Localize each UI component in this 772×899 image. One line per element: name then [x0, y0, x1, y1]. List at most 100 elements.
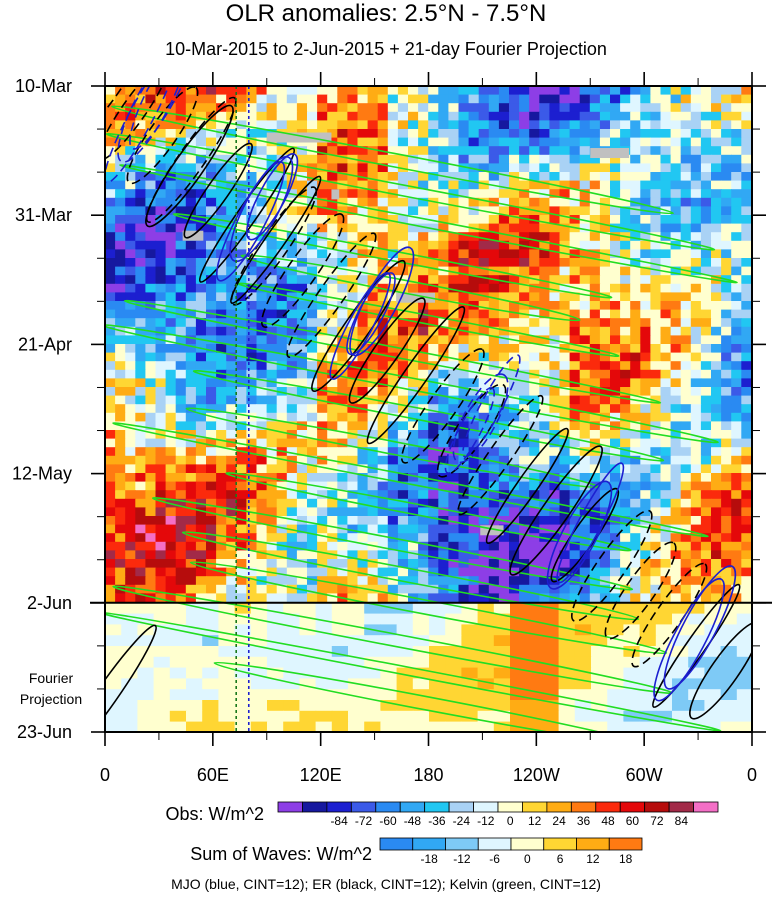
obs-cell [458, 473, 470, 483]
obs-cell [670, 507, 682, 517]
obs-cell [327, 559, 338, 569]
obs-cell [721, 567, 732, 577]
obs-cell [337, 352, 348, 362]
obs-cell [488, 378, 500, 388]
obs-cell [216, 533, 227, 543]
obs-cell [367, 421, 379, 431]
obs-cell [286, 240, 298, 250]
forecast-cell [234, 667, 252, 679]
obs-cell [105, 473, 116, 483]
obs-cell [438, 387, 449, 397]
er-contour [571, 509, 653, 622]
forecast-cell [169, 710, 187, 723]
obs-cell [650, 249, 662, 259]
obs-cell [731, 361, 742, 371]
forecast-cell [477, 721, 495, 732]
obs-cell [670, 412, 682, 422]
forecast-cell [623, 635, 641, 647]
obs-cell [155, 576, 167, 586]
obs-cell [307, 516, 318, 526]
obs-cell [620, 421, 631, 431]
obs-cell [397, 103, 409, 113]
obs-cell [478, 378, 490, 388]
obs-cell [549, 318, 561, 328]
obs-cell [185, 309, 197, 319]
obs-cell [387, 215, 399, 225]
obs-cell [630, 455, 641, 465]
obs-cell [519, 550, 530, 560]
forecast-cell [672, 700, 689, 712]
obs-cell [519, 137, 530, 147]
obs-cell [529, 584, 540, 594]
obs-cell [347, 258, 359, 268]
obs-cell [367, 163, 379, 173]
obs-cell [519, 232, 530, 242]
obs-cell [751, 344, 752, 354]
obs-cell [195, 189, 207, 199]
obs-cell [226, 481, 237, 491]
obs-cell [246, 326, 258, 336]
forecast-cell [672, 613, 689, 625]
forecast-cell [412, 678, 430, 690]
obs-cell [357, 180, 369, 190]
obs-cell [478, 154, 490, 164]
obs-cell [377, 498, 389, 508]
obs-cell [296, 120, 308, 130]
obs-cell [589, 395, 601, 405]
obs-cell [448, 129, 460, 139]
obs-cell [307, 215, 318, 225]
obs-cell [226, 593, 237, 603]
obs-cell [448, 86, 460, 96]
obs-cell [690, 550, 702, 560]
obs-cell [236, 326, 247, 336]
obs-cell [387, 232, 399, 242]
obs-cell [539, 172, 550, 182]
obs-cell [478, 430, 490, 440]
obs-cell [640, 344, 651, 354]
obs-cell [680, 258, 692, 268]
obs-cell [478, 464, 490, 474]
obs-cell [337, 387, 348, 397]
obs-cell [700, 473, 712, 483]
forecast-cell [396, 667, 414, 679]
obs-cell [397, 387, 409, 397]
obs-cell [125, 490, 136, 500]
obs-cell [529, 395, 540, 405]
obs-cell [519, 326, 530, 336]
obs-cell [347, 129, 359, 139]
obs-cell [387, 301, 399, 311]
obs-cell [206, 430, 217, 440]
obs-cell [286, 507, 298, 517]
forecast-cell [477, 700, 495, 712]
obs-cell [236, 473, 247, 483]
forecast-cell [461, 721, 479, 732]
forecast-label: Fourier Projection [8, 668, 94, 710]
obs-cell [529, 163, 540, 173]
obs-cell [155, 369, 167, 379]
obs-cell [519, 404, 530, 414]
obs-cell [569, 447, 581, 457]
obs-cell [408, 395, 419, 405]
obs-cell [206, 275, 217, 285]
obs-cell [307, 584, 318, 594]
obs-cell [741, 240, 752, 250]
obs-cell [317, 232, 328, 242]
obs-cell [680, 473, 692, 483]
obs-cell [488, 344, 500, 354]
obs-cell [458, 464, 470, 474]
obs-cell [519, 180, 530, 190]
obs-cell [175, 378, 187, 388]
obs-cell [458, 232, 470, 242]
obs-cell [620, 430, 631, 440]
obs-cell [690, 361, 702, 371]
obs-cell [549, 154, 561, 164]
forecast-cell [607, 624, 624, 636]
obs-cell [620, 206, 631, 216]
waves-colorbar-tick: 18 [619, 852, 633, 866]
obs-cell [488, 120, 500, 130]
obs-cell [367, 215, 379, 225]
obs-cell [357, 318, 369, 328]
obs-cell [236, 369, 247, 379]
obs-cell [337, 541, 348, 551]
obs-cell [690, 412, 702, 422]
